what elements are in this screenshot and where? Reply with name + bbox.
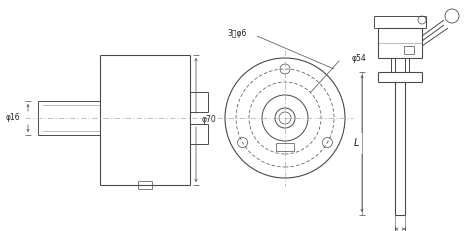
Text: L: L xyxy=(353,139,358,149)
Text: φ70: φ70 xyxy=(202,116,217,125)
Text: φ16: φ16 xyxy=(6,113,21,122)
Text: 3孔φ6: 3孔φ6 xyxy=(227,30,247,39)
Text: φ54: φ54 xyxy=(351,54,366,63)
